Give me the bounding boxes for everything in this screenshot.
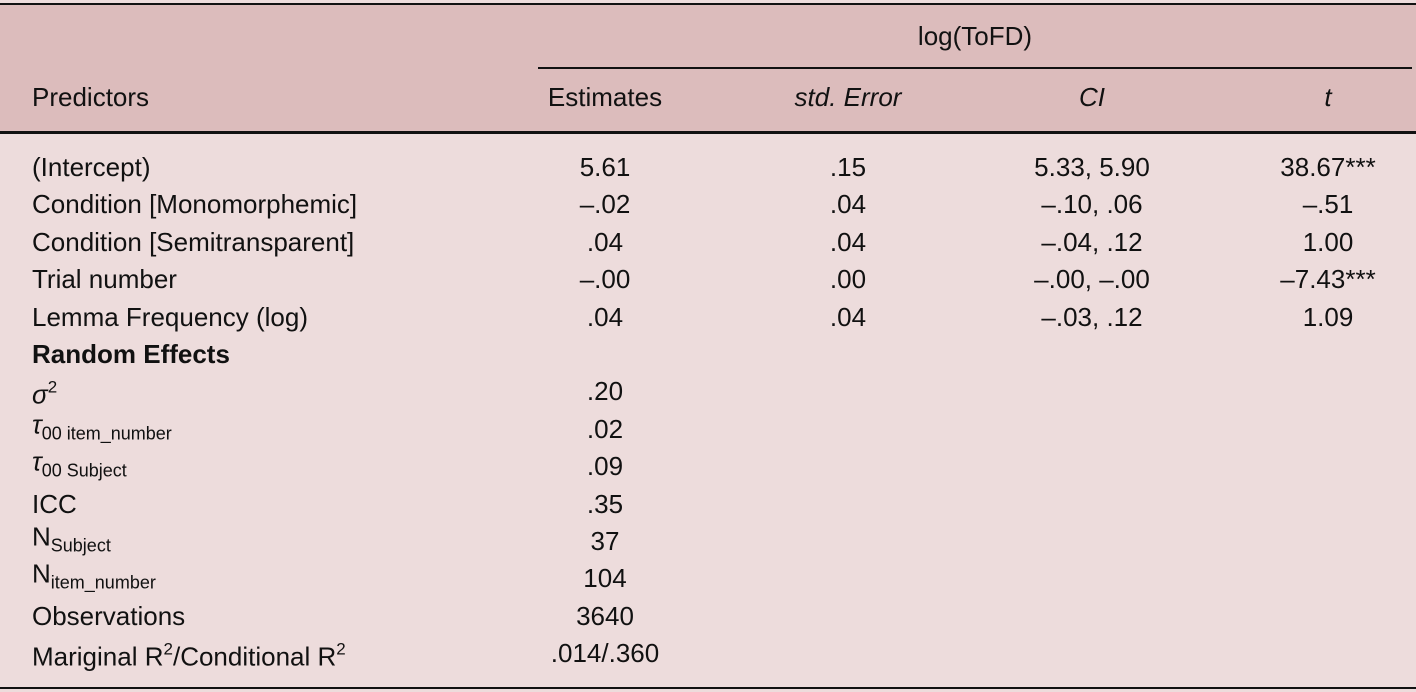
predictor-label: Lemma Frequency (log) [32,301,308,332]
value-cell: 1.09 [1302,301,1354,332]
value-cell: 5.61 [579,152,631,182]
value-cell: .04 [586,301,624,332]
column-header: CI [1079,82,1105,112]
value-cell: –.51 [1302,189,1354,220]
label-part: item_number [50,572,156,593]
predictor-label: Trial number [32,264,177,295]
value-cell: –7.43*** [1280,264,1376,295]
predictor-label: Condition [Semitransparent] [32,226,355,257]
column-header: Estimates [547,82,663,112]
random-effect-label: τ00 item_number [32,409,172,448]
group-header: log(ToFD) [917,21,1033,51]
label-part: τ [32,409,42,440]
label-part: ICC [32,488,77,519]
label-part: Mariginal R [32,641,164,672]
random-effect-label: Mariginal R2/Conditional R2 [32,635,346,672]
value-cell: –.10, .06 [1041,189,1143,220]
label-part: /Conditional R [172,641,337,672]
bottom-rule [0,687,1416,689]
random-effect-label: Nitem_number [32,559,156,598]
section-title: Random Effects [32,339,230,369]
value-cell: 5.33, 5.90 [1034,152,1150,182]
value-cell: –.00 [579,264,631,295]
top-rule [0,3,1416,5]
random-effect-label: σ2 [32,373,57,410]
label-part: 2 [336,639,346,659]
label-part: τ [32,446,42,477]
label-part: 2 [163,639,173,659]
label-part: σ [32,379,48,410]
value-cell: .02 [586,413,624,444]
label-part: Subject [50,535,111,556]
value-cell: –.04, .12 [1041,226,1143,257]
label-part: Observations [32,600,186,631]
value-cell: –.02 [579,189,631,220]
random-effect-label: NSubject [32,522,111,561]
column-header: Predictors [32,82,150,112]
value-cell: 37 [590,526,620,556]
value-cell: .04 [586,226,624,257]
group-rule [538,67,1412,69]
value-cell: .014/.360 [550,638,660,669]
predictor-label: (Intercept) [32,152,151,182]
value-cell: –.03, .12 [1041,301,1143,332]
value-cell: .00 [829,264,867,295]
value-cell: .20 [586,376,624,407]
value-cell: 104 [583,563,627,594]
value-cell: 38.67*** [1280,152,1376,182]
random-effect-label: τ00 Subject [32,447,127,486]
label-part: 00 item_number [41,423,172,444]
value-cell: .09 [586,451,624,482]
label-part: 2 [47,377,58,397]
value-cell: 3640 [576,600,634,631]
random-effect-label: ICC [32,489,77,519]
header-rule [0,131,1416,134]
value-cell: .35 [586,488,624,519]
value-cell: 1.00 [1302,226,1354,257]
random-effect-label: Observations [32,601,185,631]
column-header: t [1324,82,1332,112]
label-part: 00 Subject [41,460,127,481]
value-cell: .15 [829,152,867,182]
value-cell: .04 [829,226,867,257]
column-header: std. Error [794,82,902,112]
label-part: N [32,521,51,552]
predictor-label: Condition [Monomorphemic] [32,189,358,220]
value-cell: .04 [829,189,867,220]
label-part: N [32,558,51,589]
value-cell: .04 [829,301,867,332]
value-cell: –.00, –.00 [1034,264,1150,295]
